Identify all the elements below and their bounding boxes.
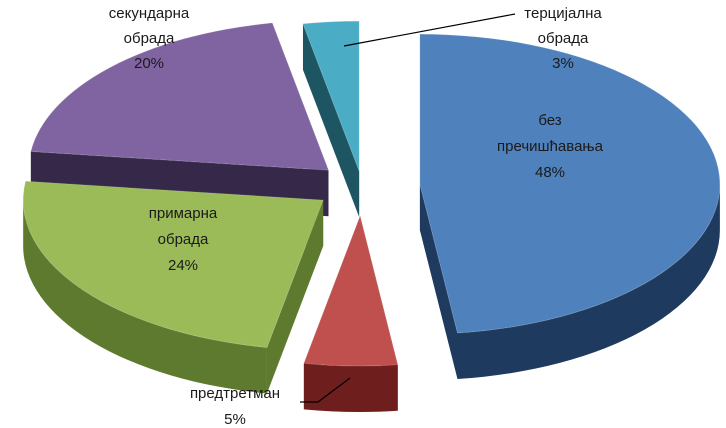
leader-line-1 (300, 377, 351, 403)
slice-value-label-4: 3% (552, 55, 574, 72)
slice-label-0-line-0: без (538, 112, 561, 129)
pie-slice-outer-wall-0-0 (457, 184, 720, 379)
pie-slice-0 (419, 33, 721, 334)
slice-label-1-line-0: предтретман (190, 385, 280, 402)
slice-label-3-line-1: обрада (124, 30, 175, 47)
slice-value-label-0: 48% (535, 164, 565, 181)
slice-label-4-line-0: терцијална (524, 5, 602, 22)
pie-slice-outer-wall-1-0 (303, 363, 398, 412)
slice-label-2-line-1: обрада (158, 231, 209, 248)
slice-label-4-line-1: обрада (538, 30, 589, 47)
slice-label-3-line-0: секундарна (109, 5, 190, 22)
pie-slice-wall-4-0 (302, 23, 360, 218)
slice-value-label-2: 24% (168, 257, 198, 274)
pie-slice-outer-wall-2-0 (23, 200, 267, 394)
slice-label-2-line-0: примарна (149, 205, 218, 222)
pie-slice-1 (303, 214, 399, 367)
slice-value-label-3: 20% (134, 55, 164, 72)
pie-slice-wall-2-0 (266, 200, 324, 394)
pie-slice-2 (22, 180, 324, 348)
pie-slice-wall-0-1 (419, 184, 458, 379)
pie-slice-3 (30, 22, 330, 171)
pie-slice-tops (22, 20, 721, 367)
leader-line-4 (343, 13, 516, 47)
slice-label-0-line-1: пречишћавања (497, 138, 604, 155)
slice-value-label-1: 5% (224, 411, 246, 428)
pie-slice-4 (302, 20, 360, 172)
